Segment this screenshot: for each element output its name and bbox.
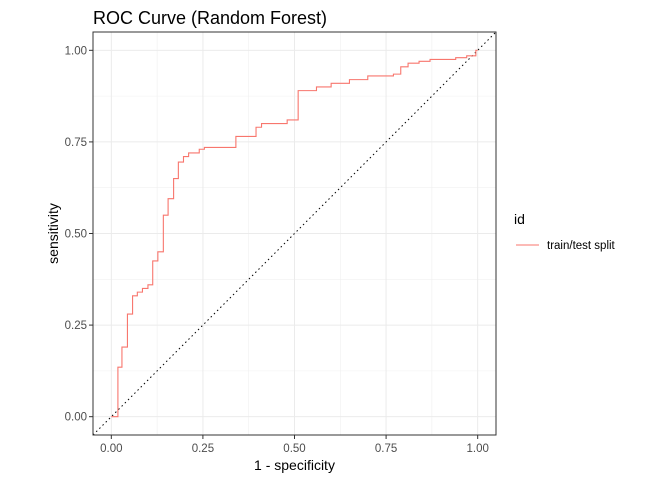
x-axis-ticks: 0.00 0.25 0.50 0.75 1.00: [100, 435, 489, 455]
y-tick-label: 0.50: [65, 229, 87, 241]
reference-diagonal: [92, 31, 497, 436]
y-tick-label: 0.75: [65, 137, 87, 149]
y-axis-ticks: 0.00 0.25 0.50 0.75 1.00: [65, 45, 93, 424]
y-tick-label: 1.00: [65, 45, 87, 57]
x-axis-title: 1 - specificity: [254, 457, 335, 473]
y-tick-label: 0.00: [65, 412, 87, 424]
x-tick-label: 0.00: [100, 443, 122, 455]
x-tick-label: 1.00: [466, 443, 488, 455]
legend-title: id: [514, 211, 525, 227]
chart-title: ROC Curve (Random Forest): [93, 8, 327, 28]
y-tick-label: 0.25: [65, 320, 87, 332]
y-axis-title: sensitivity: [45, 203, 61, 264]
legend: id train/test split: [514, 211, 616, 252]
x-tick-label: 0.75: [375, 443, 397, 455]
roc-curve-line: [111, 49, 478, 418]
x-tick-label: 0.50: [283, 443, 305, 455]
legend-label: train/test split: [547, 240, 616, 252]
x-tick-label: 0.25: [192, 443, 214, 455]
